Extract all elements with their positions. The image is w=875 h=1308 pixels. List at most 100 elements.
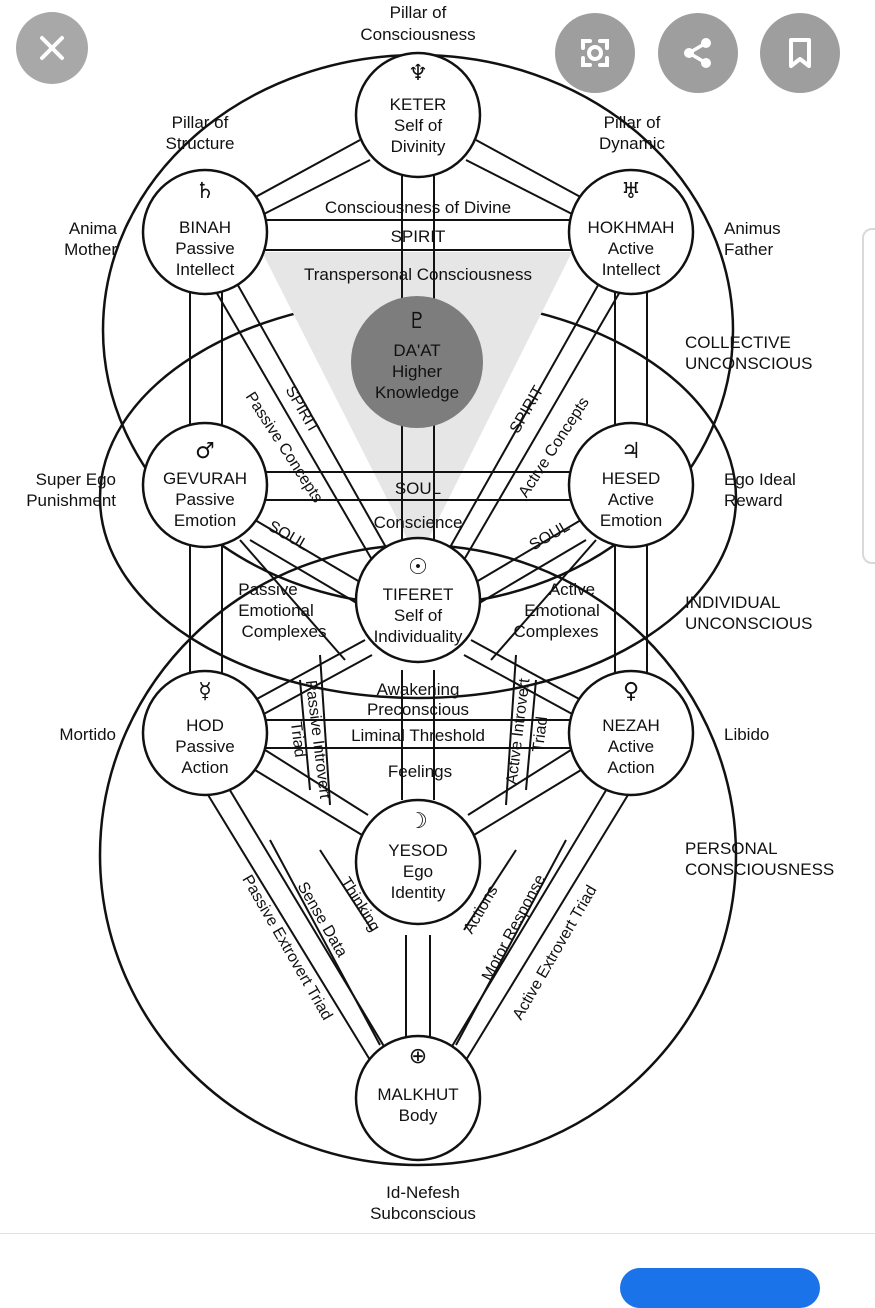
svg-text:Triad: Triad [530, 716, 551, 754]
sephira-yesod: ☽ YESOD Ego Identity [388, 809, 448, 902]
svg-text:Super Ego: Super Ego [36, 470, 116, 489]
side-panel-edge[interactable] [862, 228, 875, 564]
svg-text:Knowledge: Knowledge [375, 383, 459, 402]
svg-text:Pillar of: Pillar of [604, 113, 661, 132]
svg-text:Active: Active [608, 239, 654, 258]
sephira-hokhmah: ♅ HOKHMAH Active Intellect [588, 179, 675, 279]
svg-text:Pillar of: Pillar of [172, 113, 229, 132]
svg-text:Punishment: Punishment [26, 491, 116, 510]
share-icon [684, 38, 711, 68]
label-ego-ideal: Ego Ideal Reward [724, 470, 796, 510]
path-conscience: Conscience [374, 513, 463, 532]
svg-text:Triad: Triad [287, 721, 308, 759]
svg-text:Intellect: Intellect [176, 260, 235, 279]
label-pillar-structure: Pillar of Structure [166, 113, 235, 153]
svg-text:UNCONSCIOUS: UNCONSCIOUS [685, 614, 813, 633]
share-button[interactable] [658, 13, 738, 93]
svg-text:Animus: Animus [724, 219, 781, 238]
svg-text:Passive: Passive [175, 490, 235, 509]
label-superego: Super Ego Punishment [26, 470, 116, 510]
svg-text:Complexes: Complexes [513, 622, 598, 641]
svg-text:Active: Active [608, 490, 654, 509]
svg-text:Id-Nefesh: Id-Nefesh [386, 1183, 460, 1202]
svg-text:Reward: Reward [724, 491, 783, 510]
svg-text:♂: ♂ [195, 439, 215, 464]
sephira-nezah: ♀ NEZAH Active Action [602, 679, 660, 777]
path-feelings: Feelings [388, 762, 452, 781]
svg-text:Intellect: Intellect [602, 260, 661, 279]
svg-text:Structure: Structure [166, 134, 235, 153]
lens-icon [581, 39, 609, 67]
svg-text:Father: Father [724, 240, 773, 259]
label-animus: Animus Father [724, 219, 781, 259]
close-button[interactable] [16, 12, 88, 84]
svg-text:INDIVIDUAL: INDIVIDUAL [685, 593, 780, 612]
svg-text:UNCONSCIOUS: UNCONSCIOUS [685, 354, 813, 373]
sephira-gevurah: ♂ GEVURAH Passive Emotion [163, 439, 247, 530]
lens-button[interactable] [555, 13, 635, 93]
label-pillar-dynamic: Pillar of Dynamic [599, 113, 666, 153]
svg-text:Pillar of: Pillar of [390, 3, 447, 22]
svg-text:Body: Body [399, 1106, 438, 1125]
svg-text:☿: ☿ [198, 679, 212, 704]
path-spirit-horizontal: SPIRIT [391, 227, 446, 246]
svg-text:Divinity: Divinity [391, 137, 446, 156]
svg-text:Passive: Passive [175, 239, 235, 258]
svg-text:Passive: Passive [175, 737, 235, 756]
svg-text:Emotional: Emotional [238, 601, 314, 620]
svg-text:♃: ♃ [621, 439, 641, 464]
svg-text:HOD: HOD [186, 716, 224, 735]
label-anima: Anima Mother [64, 219, 117, 259]
svg-text:YESOD: YESOD [388, 841, 448, 860]
bookmark-icon [789, 38, 811, 68]
path-soul-right: SOUL [527, 518, 573, 555]
svg-text:Identity: Identity [391, 883, 446, 902]
sephira-hesed: ♃ HESED Active Emotion [600, 439, 662, 530]
tree-of-life-diagram: ♆ KETER Self of Divinity ♄ BINAH Passive… [26, 3, 834, 1223]
svg-text:♅: ♅ [621, 179, 641, 204]
label-individual-unconscious: INDIVIDUAL UNCONSCIOUS [685, 593, 813, 633]
close-icon [40, 36, 64, 60]
path-active-emotional-complexes: Active Emotional Complexes [513, 580, 599, 641]
svg-text:NEZAH: NEZAH [602, 716, 660, 735]
svg-text:♀: ♀ [623, 679, 639, 704]
svg-text:Self of: Self of [394, 116, 442, 135]
svg-text:Dynamic: Dynamic [599, 134, 666, 153]
svg-text:MALKHUT: MALKHUT [377, 1085, 458, 1104]
sephirot-circles [141, 51, 695, 1162]
svg-text:Anima: Anima [69, 219, 118, 238]
svg-text:Ego Ideal: Ego Ideal [724, 470, 796, 489]
svg-text:TIFERET: TIFERET [383, 585, 454, 604]
path-passive-extrovert-triad: Passive Extrovert Triad [238, 872, 335, 1023]
sephira-daat: ♇ DA'AT Higher Knowledge [375, 309, 459, 402]
path-soul-horizontal: SOUL [395, 479, 441, 498]
label-libido: Libido [724, 725, 769, 744]
svg-text:PERSONAL: PERSONAL [685, 839, 778, 858]
svg-text:HESED: HESED [602, 469, 661, 488]
svg-text:Self of: Self of [394, 606, 442, 625]
paths [189, 139, 648, 1061]
svg-text:DA'AT: DA'AT [393, 341, 440, 360]
path-passive-emotional-complexes: Passive Emotional Complexes [238, 580, 326, 641]
svg-text:Active: Active [549, 580, 595, 599]
label-bottom: Id-Nefesh Subconscious [370, 1183, 476, 1223]
svg-text:Mother: Mother [64, 240, 117, 259]
svg-text:CONSCIOUSNESS: CONSCIOUSNESS [685, 860, 834, 879]
svg-text:Passive: Passive [238, 580, 298, 599]
sephira-keter: ♆ KETER Self of Divinity [390, 61, 447, 156]
svg-text:Consciousness: Consciousness [360, 25, 475, 44]
path-consciousness-divine: Consciousness of Divine [325, 198, 511, 217]
path-transpersonal: Transpersonal Consciousness [304, 265, 532, 284]
bottom-action-button[interactable] [620, 1268, 820, 1308]
svg-text:Subconscious: Subconscious [370, 1204, 476, 1223]
path-soul-left: SOUL [265, 518, 311, 555]
svg-text:Higher: Higher [392, 362, 442, 381]
svg-text:Emotion: Emotion [600, 511, 662, 530]
svg-text:Action: Action [181, 758, 228, 777]
path-spirit-left: SPIRIT [282, 383, 323, 436]
svg-text:☉: ☉ [408, 555, 428, 580]
label-mortido: Mortido [59, 725, 116, 744]
svg-text:KETER: KETER [390, 95, 447, 114]
bookmark-button[interactable] [760, 13, 840, 93]
label-pillar-consciousness: Pillar of Consciousness [360, 3, 475, 44]
